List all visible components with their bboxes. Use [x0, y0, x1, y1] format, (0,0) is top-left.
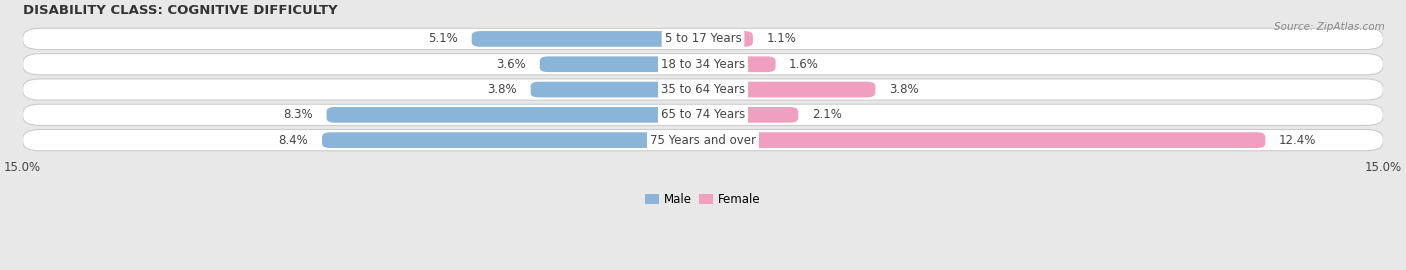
Text: 18 to 34 Years: 18 to 34 Years	[661, 58, 745, 71]
FancyBboxPatch shape	[703, 107, 799, 123]
FancyBboxPatch shape	[322, 132, 703, 148]
Text: 65 to 74 Years: 65 to 74 Years	[661, 108, 745, 121]
Text: 1.1%: 1.1%	[766, 32, 796, 45]
Text: 3.8%: 3.8%	[488, 83, 517, 96]
FancyBboxPatch shape	[703, 132, 1265, 148]
Legend: Male, Female: Male, Female	[641, 188, 765, 211]
FancyBboxPatch shape	[22, 104, 1384, 126]
FancyBboxPatch shape	[326, 107, 703, 123]
Text: DISABILITY CLASS: COGNITIVE DIFFICULTY: DISABILITY CLASS: COGNITIVE DIFFICULTY	[22, 4, 337, 17]
FancyBboxPatch shape	[540, 56, 703, 72]
Text: 12.4%: 12.4%	[1279, 134, 1316, 147]
FancyBboxPatch shape	[471, 31, 703, 47]
Text: 75 Years and over: 75 Years and over	[650, 134, 756, 147]
Text: 35 to 64 Years: 35 to 64 Years	[661, 83, 745, 96]
FancyBboxPatch shape	[703, 56, 776, 72]
Text: 5.1%: 5.1%	[429, 32, 458, 45]
Text: 1.6%: 1.6%	[789, 58, 820, 71]
Text: 2.1%: 2.1%	[811, 108, 842, 121]
Text: 3.8%: 3.8%	[889, 83, 918, 96]
Text: 3.6%: 3.6%	[496, 58, 526, 71]
Text: 8.3%: 8.3%	[284, 108, 314, 121]
Text: 8.4%: 8.4%	[278, 134, 308, 147]
FancyBboxPatch shape	[22, 54, 1384, 75]
Text: Source: ZipAtlas.com: Source: ZipAtlas.com	[1274, 22, 1385, 32]
Text: 5 to 17 Years: 5 to 17 Years	[665, 32, 741, 45]
FancyBboxPatch shape	[530, 82, 703, 97]
FancyBboxPatch shape	[703, 31, 752, 47]
FancyBboxPatch shape	[22, 28, 1384, 50]
FancyBboxPatch shape	[22, 79, 1384, 100]
FancyBboxPatch shape	[703, 82, 876, 97]
FancyBboxPatch shape	[22, 130, 1384, 151]
